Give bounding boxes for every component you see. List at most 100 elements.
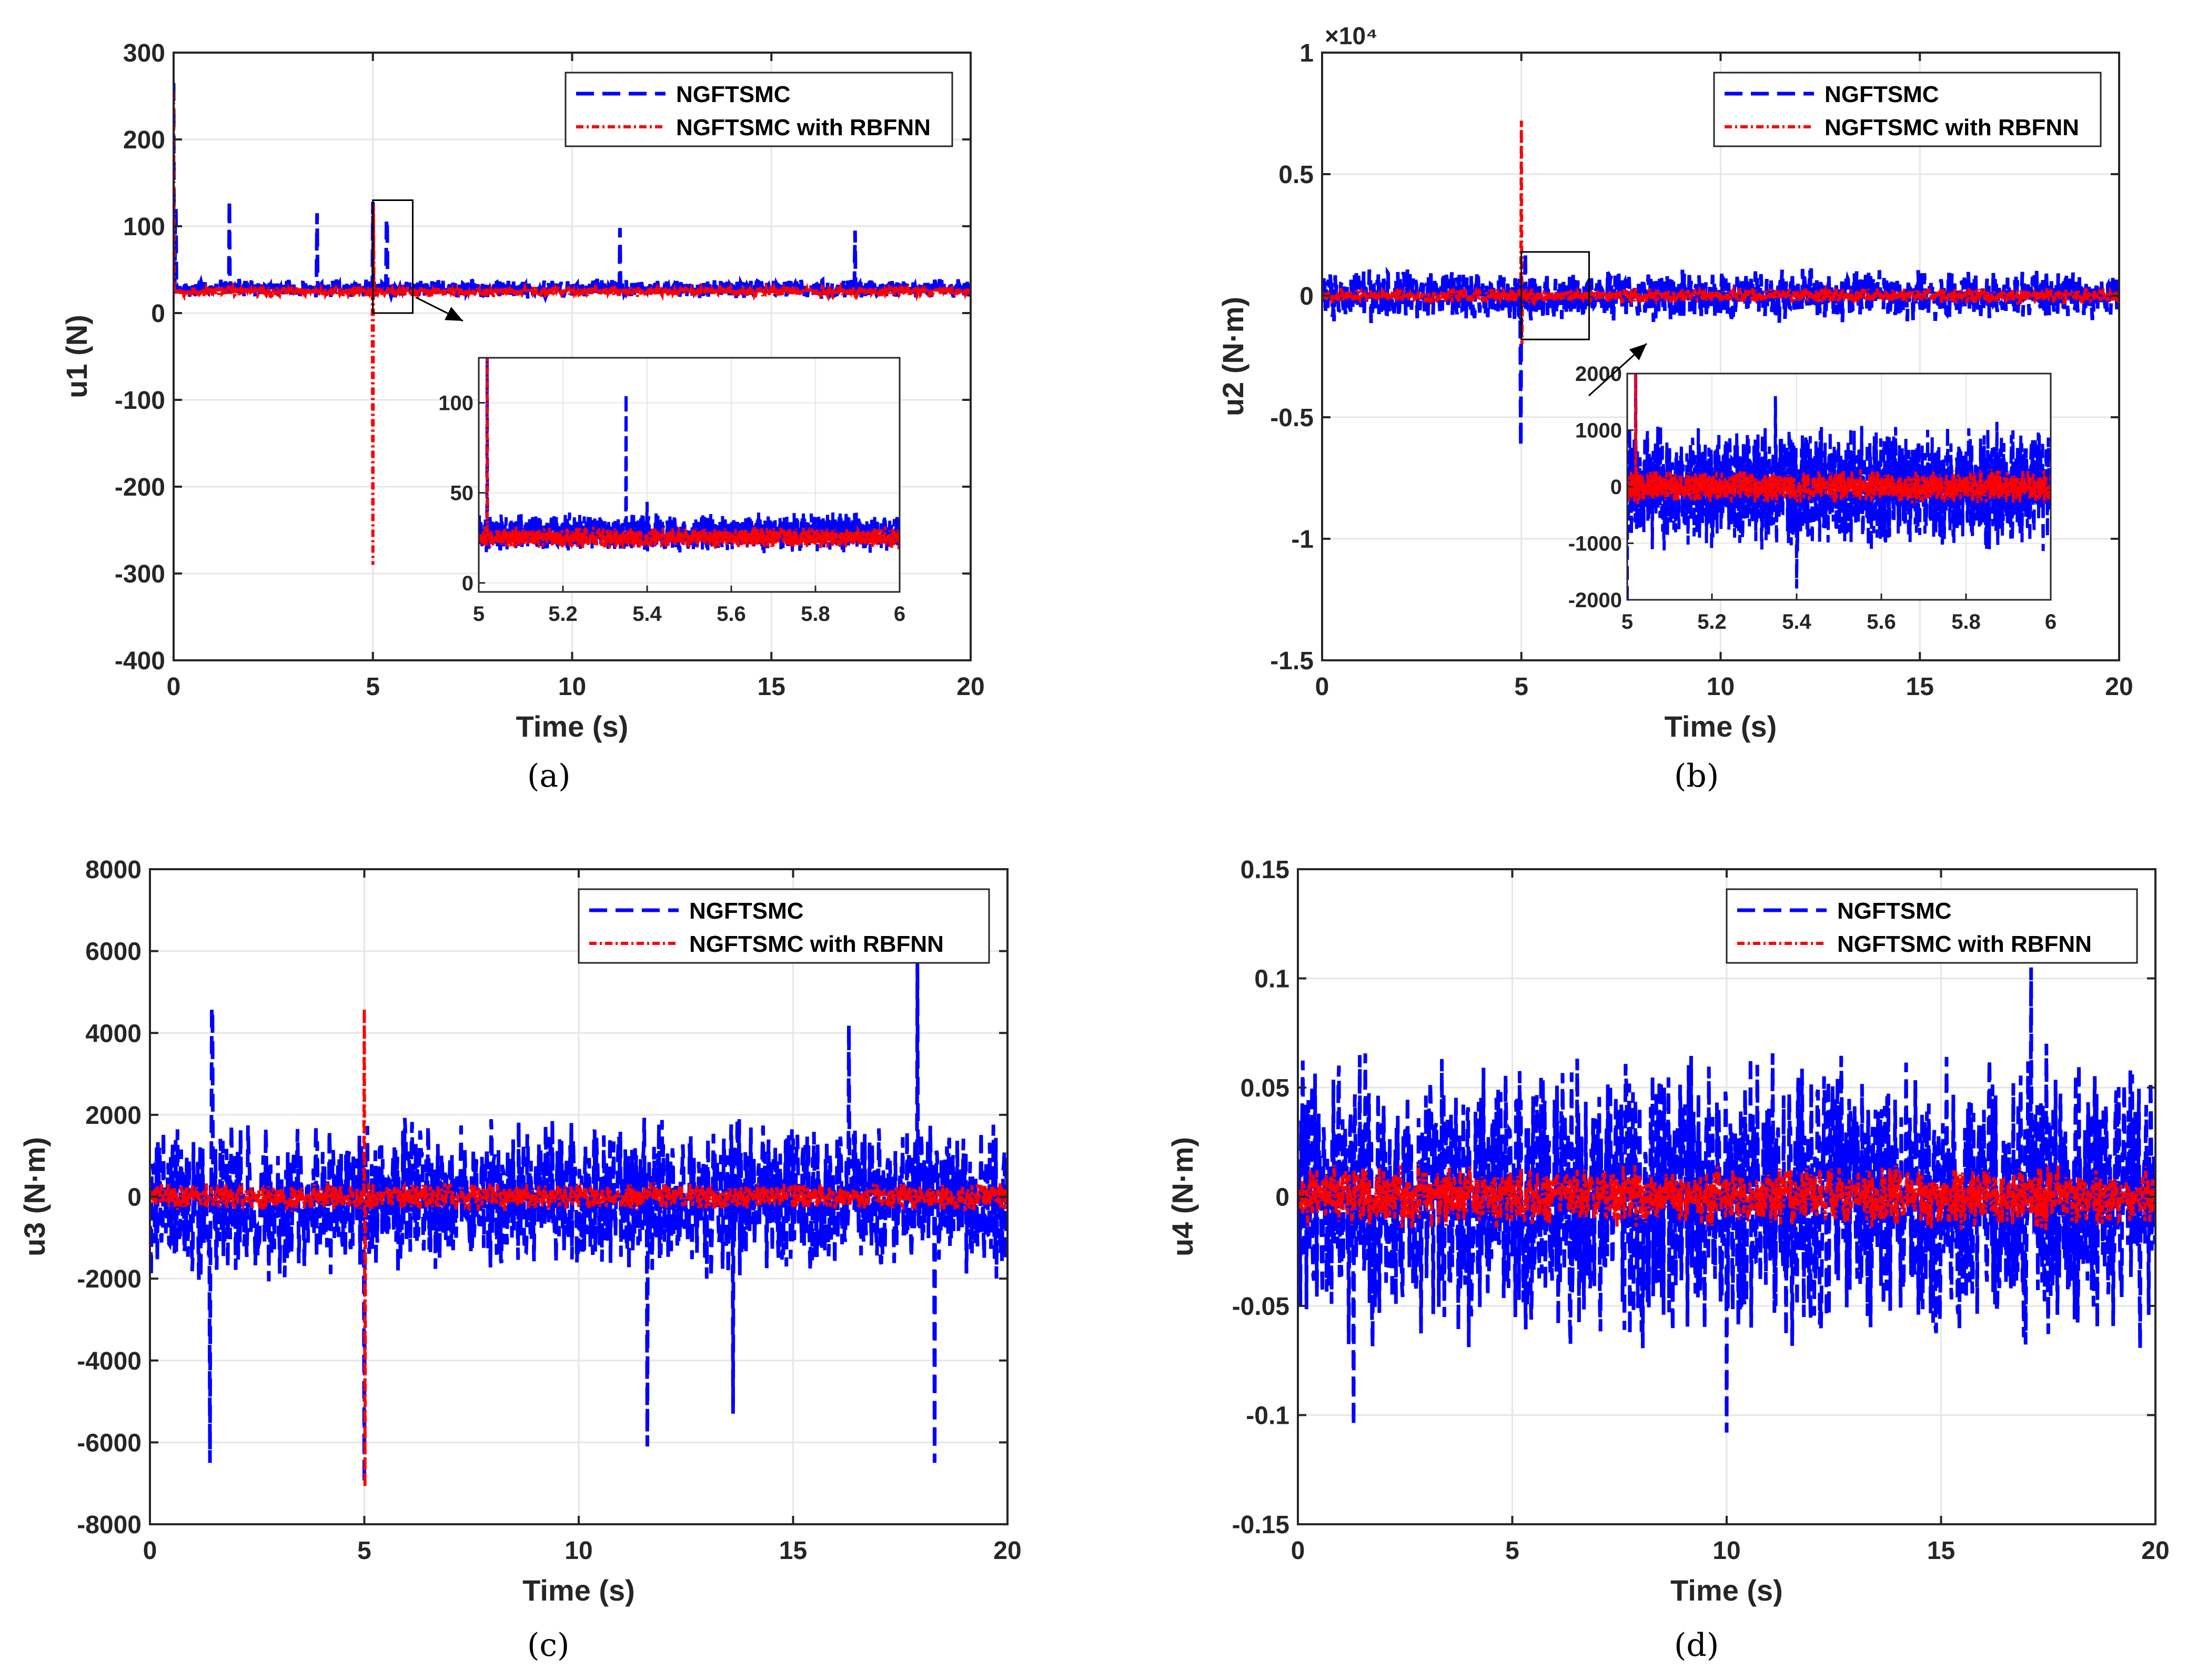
inset-y-tick-label: 1000 [1575,419,1622,442]
inset-x-tick-label: 5.2 [1697,610,1727,633]
y-tick-label: 6000 [85,938,142,966]
x-tick-label: 5 [357,1537,371,1565]
legend: NGFTSMC NGFTSMC with RBFNN [578,888,990,964]
x-tick-label: 10 [1712,1537,1740,1565]
x-tick-label: 5 [366,673,380,701]
exponent-label: ×10⁴ [1325,22,1378,49]
y-tick-label: -100 [115,387,165,415]
inset-y-tick-label: 50 [450,482,474,505]
y-tick-label: -300 [115,560,165,588]
y-tick-label: -1 [1291,526,1314,554]
inset-y-tick-label: 0 [1610,476,1622,499]
inset: 5 5.2 5.4 5.6 5.8 6 -2000 -1000 0 1000 2000 [1568,343,2057,633]
inset-frame [478,357,901,593]
y-tick-label: 0.1 [1254,965,1289,993]
x-tick-label: 20 [2105,673,2133,701]
y-tick-label: 0.5 [1278,161,1314,189]
inset-y-tick-label: -1000 [1568,532,1622,556]
y-tick-label: -200 [115,474,165,501]
series-line-rbfnn [1322,120,2119,345]
x-tick-label: 20 [993,1537,1021,1565]
x-tick-label: 10 [1707,673,1735,701]
legend-label-rbfnn: NGFTSMC with RBFNN [1837,931,2092,957]
x-axis-label: Time (s) [1665,710,1777,743]
x-tick-label: 15 [1927,1537,1955,1565]
y-axis-label: u2 (N·m) [1216,297,1249,416]
y-tick-label: -0.1 [1246,1402,1289,1430]
x-tick-label: 5 [1514,673,1528,701]
inset-x-tick-label: 5.2 [548,602,578,626]
x-axis-label: Time (s) [522,1574,635,1607]
inset-x-tick-label: 5.8 [1951,610,1981,633]
x-tick-label: 15 [1906,673,1934,701]
legend-label-ngftsmc: NGFTSMC [1825,82,1939,107]
y-tick-label: 300 [123,39,165,67]
inset-y-tick-label: 0 [462,572,473,595]
series-line-rbfnn [174,92,971,565]
x-tick-label: 20 [956,673,984,701]
inset-x-tick-label: 5.4 [632,602,662,626]
inset-x-tick-label: 5 [473,602,485,626]
series-line-rbfnn [1627,374,2051,504]
x-axis-label: Time (s) [516,710,629,743]
y-tick-label: 1 [1299,39,1314,67]
zoom-box [372,199,414,314]
legend-box [578,888,990,964]
y-tick-label: -4000 [77,1347,142,1375]
y-tick-label: -400 [115,647,165,675]
y-axis-label: u3 (N·m) [18,1137,51,1256]
y-tick-label: -2000 [77,1265,142,1293]
y-tick-label: -0.15 [1232,1511,1289,1539]
y-tick-label: 200 [123,126,165,154]
inset-x-tick-label: 5.6 [1867,610,1896,633]
y-tick-label: -0.05 [1232,1293,1289,1321]
y-tick-label: 2000 [85,1102,142,1130]
series-line-rbfnn [150,1008,1007,1488]
zoom-arrow-head [445,307,463,321]
chart-c: 0 5 10 15 20 -8000 -6000 -4000 -2000 0 2000 4000 600… [18,856,1022,1607]
y-tick-label: -6000 [77,1429,142,1457]
y-tick-label: 100 [123,213,165,241]
legend: NGFTSMC NGFTSMC with RBFNN [1726,888,2138,964]
y-tick-label: 0.15 [1241,856,1289,884]
legend-label-rbfnn: NGFTSMC with RBFNN [1825,115,2079,140]
zoom-arrow-head [1629,344,1647,360]
y-tick-label: 0 [127,1184,142,1212]
y-axis-label: u4 (N·m) [1166,1137,1199,1256]
legend-box [1726,888,2138,964]
series-line-ngftsmc [150,959,1007,1484]
x-tick-label: 0 [1291,1537,1305,1565]
y-tick-label: 0 [151,300,165,328]
y-tick-label: -1.5 [1270,647,1314,675]
legend-box [1713,72,2102,147]
inset-area [479,358,900,592]
legend: NGFTSMC NGFTSMC with RBFNN [565,72,953,147]
series-line-rbfnn [479,358,900,550]
x-tick-label: 0 [1315,673,1329,701]
legend-label-ngftsmc: NGFTSMC [689,898,804,924]
y-tick-label: 0 [1275,1184,1289,1212]
legend-box [565,72,953,147]
inset-x-tick-label: 5.6 [717,602,746,626]
legend-label-rbfnn: NGFTSMC with RBFNN [689,931,944,957]
inset: 5 5.2 5.4 5.6 5.8 6 0 50 100 [415,296,905,626]
inset-y-tick-label: -2000 [1568,589,1622,612]
inset-y-tick-label: 100 [438,392,473,415]
panel-label-c: (c) [527,1627,570,1664]
x-tick-label: 5 [1505,1537,1519,1565]
series-line-rbfnn [1298,1164,2155,1230]
x-tick-label: 0 [167,673,181,701]
legend-label-rbfnn: NGFTSMC with RBFNN [676,115,931,140]
y-tick-label: 4000 [85,1020,142,1048]
zoom-box [1520,251,1590,340]
x-tick-label: 20 [2141,1537,2169,1565]
x-tick-label: 10 [565,1537,592,1565]
panel-label-b: (b) [1674,758,1719,794]
x-tick-label: 15 [779,1537,807,1565]
y-tick-label: 0 [1299,283,1314,310]
inset-x-tick-label: 6 [2045,610,2057,633]
panel-label-a: (a) [527,758,571,794]
chart-b: 0 5 10 15 20 -1.5 -1 -0.5 0 0.5 1 ×10⁴ Time (s) u2 (N… [1216,22,2133,743]
inset-x-tick-label: 5.4 [1782,610,1811,633]
